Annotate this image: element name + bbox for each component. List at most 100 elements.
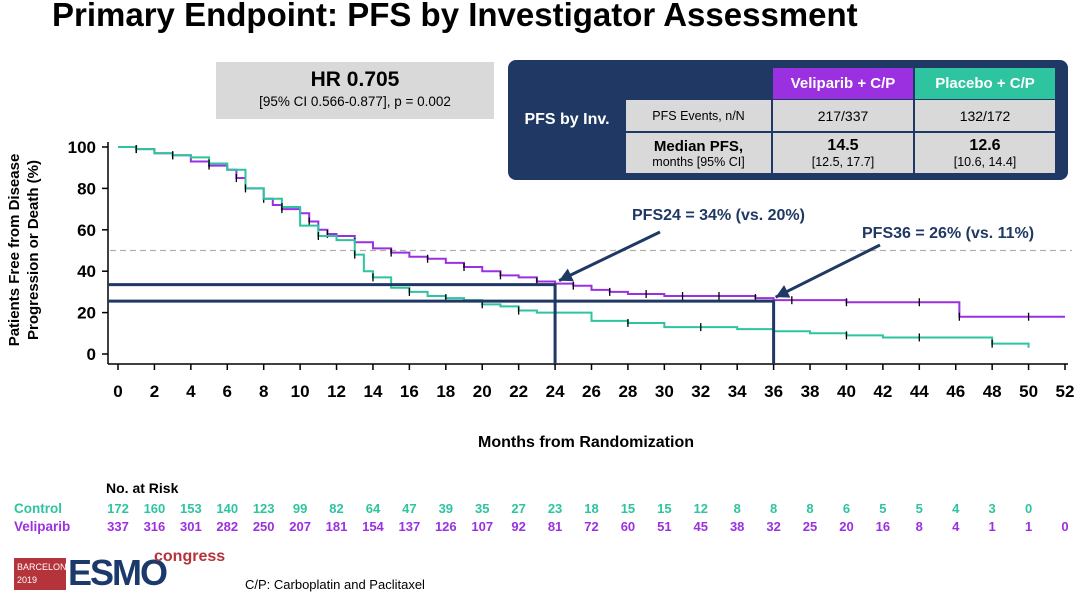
hazard-ratio-ci: [95% CI 0.566-0.877], p = 0.002 [259, 94, 451, 109]
at-risk-control-count: 6 [842, 501, 851, 516]
control-curve [118, 146, 1030, 348]
y-axis-label-line1: Patients Free from Disease [6, 154, 23, 347]
page-title: Primary Endpoint: PFS by Investigator As… [52, 0, 858, 33]
at-risk-control-count: 15 [657, 501, 672, 516]
at-risk-control-count: 27 [511, 501, 526, 516]
at-risk-veliparib-label: Veliparib [14, 519, 71, 534]
x-tick-label: 50 [1019, 382, 1038, 401]
x-tick-label: 28 [618, 382, 637, 401]
x-tick-label: 4 [186, 382, 196, 401]
row-events-placebo: 132/172 [915, 100, 1055, 131]
x-tick-label: 38 [801, 382, 820, 401]
pfs36-annotation: PFS36 = 26% (vs. 11%) [862, 225, 1034, 242]
logo-year: 2019 [17, 575, 38, 585]
x-tick-label: 32 [691, 382, 710, 401]
median-placebo-value: 12.6 [969, 137, 1001, 154]
y-tick-label: 60 [77, 221, 96, 240]
at-risk-control-count: 64 [365, 501, 381, 516]
at-risk-veliparib-count: 154 [362, 519, 384, 534]
pfs36-arrow-shaft [774, 243, 881, 299]
at-risk-veliparib-count: 16 [875, 519, 891, 534]
at-risk-veliparib-count: 45 [693, 519, 708, 534]
at-risk-veliparib-count: 4 [952, 519, 960, 534]
at-risk-veliparib-count: 1 [1024, 519, 1033, 534]
at-risk-veliparib-count: 1 [988, 519, 996, 534]
kaplan-meier-chart: Patients Free from Disease Progression o… [6, 138, 1075, 451]
at-risk-control-count: 8 [733, 501, 741, 516]
pfs24-annotation: PFS24 = 34% (vs. 20%) [632, 207, 805, 224]
row-events-label: PFS Events, n/N [626, 100, 771, 131]
at-risk-veliparib-count: 60 [620, 519, 636, 534]
median-label-main: Median PFS, [653, 137, 744, 155]
pfs-summary-table: PFS by Inv. Veliparib + C/P Placebo + C/… [508, 60, 1068, 180]
at-risk-veliparib-count: 0 [1061, 519, 1069, 534]
at-risk-veliparib-count: 38 [729, 519, 745, 534]
x-tick-label: 52 [1056, 382, 1075, 401]
x-tick-label: 24 [546, 382, 565, 401]
x-tick-label: 14 [364, 382, 383, 401]
at-risk-control-count: 8 [806, 501, 814, 516]
at-risk-veliparib-count: 282 [216, 519, 239, 534]
at-risk-control-count: 8 [769, 501, 778, 516]
at-risk-control-count: 99 [292, 501, 308, 516]
x-tick-label: 12 [327, 382, 346, 401]
at-risk-control-count: 39 [438, 501, 454, 516]
x-tick-label: 40 [837, 382, 856, 401]
logo-event: congress [154, 548, 226, 565]
pfs24-arrow-shaft [558, 230, 661, 282]
logo-badge: BARCELONA 2019 [14, 558, 73, 590]
row-events-veliparib: 217/337 [773, 100, 913, 131]
x-tick-label: 8 [259, 382, 268, 401]
at-risk-veliparib-count: 207 [289, 519, 311, 534]
at-risk-control-count: 153 [179, 501, 202, 516]
y-axis-label-line2: Progression or Death (%) [25, 160, 42, 340]
at-risk-control-count: 35 [474, 501, 490, 516]
y-tick-label: 20 [77, 304, 96, 323]
x-tick-label: 22 [509, 382, 528, 401]
at-risk-veliparib-count: 301 [179, 519, 202, 534]
at-risk-veliparib-count: 126 [434, 519, 457, 534]
row-median-veliparib: 14.5 [12.5, 17.7] [773, 133, 913, 173]
at-risk-control-count: 5 [915, 501, 923, 516]
x-tick-label: 6 [223, 382, 232, 401]
at-risk-control-count: 4 [952, 501, 960, 516]
y-tick-label: 100 [68, 138, 96, 157]
median-placebo-ci: [10.6, 14.4] [953, 155, 1017, 169]
median-veliparib-value: 14.5 [827, 137, 859, 154]
x-tick-label: 10 [291, 382, 310, 401]
at-risk-control-label: Control [14, 501, 62, 516]
at-risk-control-count: 15 [620, 501, 636, 516]
x-tick-label: 36 [764, 382, 783, 401]
logo-brand: ESMO [68, 552, 168, 593]
pfs-table-label: PFS by Inv. [524, 111, 610, 128]
at-risk-control-count: 47 [402, 501, 417, 516]
row-median-label: Median PFS, months [95% CI] [626, 133, 771, 173]
at-risk-title: No. at Risk [106, 480, 179, 496]
at-risk-veliparib-count: 32 [766, 519, 781, 534]
x-tick-label: 0 [113, 382, 122, 401]
logo-city: BARCELONA [17, 562, 73, 572]
at-risk-veliparib-count: 81 [547, 519, 563, 534]
hazard-ratio-box: HR 0.705 [95% CI 0.566-0.877], p = 0.002 [216, 62, 494, 119]
row-median-placebo: 12.6 [10.6, 14.4] [915, 133, 1055, 173]
y-tick-label: 40 [77, 262, 96, 281]
at-risk-control-count: 0 [1024, 501, 1033, 516]
at-risk-veliparib-count: 181 [325, 519, 348, 534]
pfs36-arrow-head [775, 285, 791, 298]
at-risk-veliparib-count: 137 [398, 519, 421, 534]
at-risk-veliparib-count: 8 [915, 519, 923, 534]
at-risk-veliparib-count: 20 [839, 519, 854, 534]
at-risk-veliparib-count: 72 [584, 519, 599, 534]
at-risk-veliparib-count: 250 [252, 519, 275, 534]
at-risk-control-count: 12 [693, 501, 708, 516]
at-risk-control-count: 3 [988, 501, 996, 516]
at-risk-veliparib-count: 316 [143, 519, 166, 534]
hazard-ratio-value: HR 0.705 [310, 68, 400, 91]
at-risk-veliparib-count: 107 [471, 519, 494, 534]
x-tick-label: 46 [946, 382, 965, 401]
at-risk-control-count: 5 [879, 501, 887, 516]
y-tick-label: 80 [77, 179, 96, 198]
x-tick-label: 34 [728, 382, 747, 401]
x-tick-label: 44 [910, 382, 929, 401]
